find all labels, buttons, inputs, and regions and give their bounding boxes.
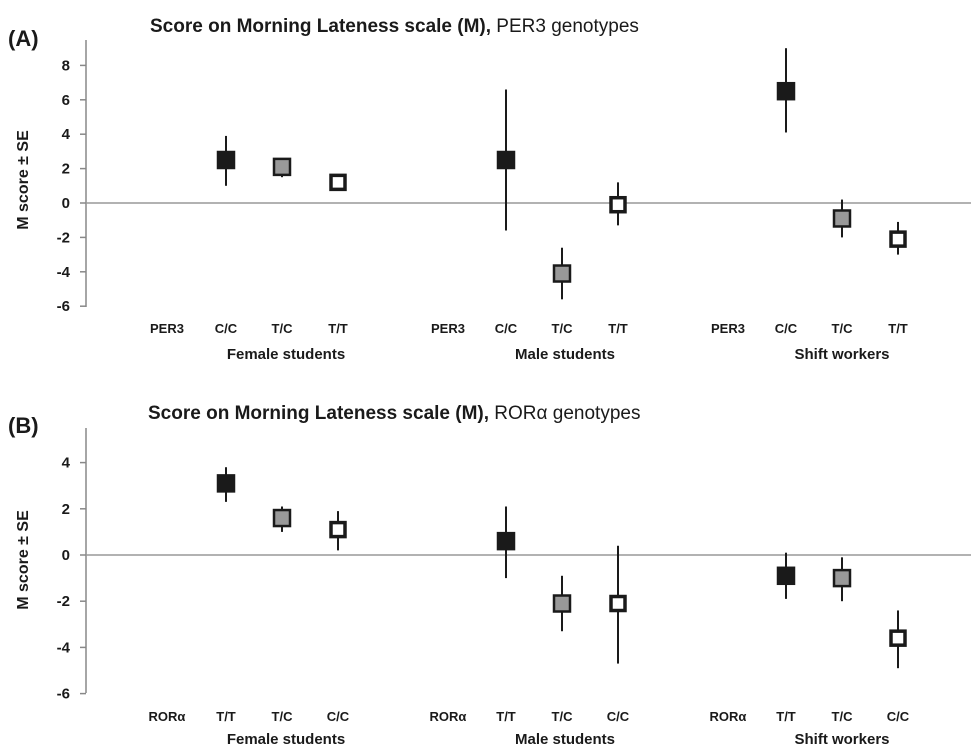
data-point bbox=[272, 157, 292, 177]
data-point bbox=[216, 474, 236, 493]
y-tick-label: -2 bbox=[57, 593, 70, 610]
gene-label: PER3 bbox=[150, 321, 184, 336]
chart-title: Score on Morning Lateness scale (M), PER… bbox=[150, 16, 639, 37]
y-tick-label: 4 bbox=[62, 126, 71, 143]
group-label: Shift workers bbox=[794, 346, 889, 363]
y-axis-label: M score ± SE bbox=[15, 510, 32, 610]
chart-title-rest: RORα genotypes bbox=[489, 403, 640, 424]
data-point bbox=[889, 629, 907, 647]
y-tick-label: 6 bbox=[62, 92, 70, 109]
chart-title-bold: Score on Morning Lateness scale (M), bbox=[148, 403, 489, 424]
data-group: RORα Shift workers T/T T/C C/C bbox=[710, 552, 910, 748]
data-group: PER3 Shift workers C/C T/C T/T bbox=[711, 48, 908, 363]
genotype-label: C/C bbox=[607, 709, 630, 724]
y-tick-label: -4 bbox=[57, 639, 71, 656]
genotype-label: T/C bbox=[552, 709, 574, 724]
genotype-label: C/C bbox=[775, 321, 798, 336]
panel-b: (B) Score on Morning Lateness scale (M), … bbox=[8, 403, 971, 748]
gene-label: RORα bbox=[710, 709, 747, 724]
data-point bbox=[776, 81, 796, 101]
genotype-label: T/T bbox=[496, 709, 516, 724]
genotype-label: T/C bbox=[832, 321, 854, 336]
data-point bbox=[832, 568, 852, 588]
data-point bbox=[329, 173, 347, 192]
data-point bbox=[832, 209, 852, 228]
data-point bbox=[216, 150, 236, 170]
data-point bbox=[329, 520, 347, 539]
y-tick-label: 8 bbox=[62, 57, 70, 74]
y-tick-label: -4 bbox=[57, 264, 71, 281]
genotype-label: T/C bbox=[832, 709, 854, 724]
genotype-label: C/C bbox=[495, 321, 518, 336]
data-point bbox=[776, 566, 796, 586]
genotype-label: T/T bbox=[776, 709, 796, 724]
gene-label: RORα bbox=[149, 709, 186, 724]
data-point bbox=[552, 594, 572, 613]
chart-title-bold: Score on Morning Lateness scale (M), bbox=[150, 16, 491, 37]
chart-title: Score on Morning Lateness scale (M), ROR… bbox=[148, 403, 640, 424]
gene-label: PER3 bbox=[711, 321, 745, 336]
genotype-label: C/C bbox=[327, 709, 350, 724]
data-group: PER3 Male students C/C T/C T/T bbox=[431, 89, 628, 363]
data-point bbox=[552, 264, 572, 283]
group-label: Female students bbox=[227, 346, 345, 363]
group-label: Male students bbox=[515, 346, 615, 363]
data-point bbox=[609, 594, 627, 613]
y-tick-label: 0 bbox=[62, 195, 70, 212]
genotype-label: T/T bbox=[888, 321, 908, 336]
gene-label: RORα bbox=[430, 709, 467, 724]
group-label: Male students bbox=[515, 731, 615, 748]
gene-label: PER3 bbox=[431, 321, 465, 336]
panel-label: (B) bbox=[8, 413, 39, 438]
y-tick-label: 2 bbox=[62, 501, 70, 518]
genotype-label: T/T bbox=[328, 321, 348, 336]
y-tick-label: -6 bbox=[57, 686, 70, 703]
genotype-label: T/T bbox=[216, 709, 236, 724]
genotype-label: C/C bbox=[215, 321, 238, 336]
panel-a: (A) Score on Morning Lateness scale (M), … bbox=[8, 16, 971, 363]
genotype-label: C/C bbox=[887, 709, 910, 724]
y-tick-label: 4 bbox=[62, 455, 71, 472]
panel-label: (A) bbox=[8, 26, 39, 51]
genotype-label: T/T bbox=[608, 321, 628, 336]
data-point bbox=[609, 195, 627, 214]
y-tick-label: 0 bbox=[62, 547, 70, 564]
y-tick-label: -2 bbox=[57, 229, 70, 246]
data-group: RORα Female students T/T T/C C/C bbox=[149, 467, 350, 748]
y-tick-label: 2 bbox=[62, 161, 70, 178]
group-label: Female students bbox=[227, 731, 345, 748]
data-group: PER3 Female students C/C T/C T/T bbox=[150, 135, 348, 363]
data-group: RORα Male students T/T T/C C/C bbox=[430, 506, 630, 748]
chart-title-rest: PER3 genotypes bbox=[491, 16, 639, 37]
genotype-label: T/C bbox=[272, 709, 294, 724]
data-point bbox=[889, 230, 907, 248]
data-point bbox=[496, 531, 516, 551]
genotype-label: T/C bbox=[552, 321, 574, 336]
group-label: Shift workers bbox=[794, 731, 889, 748]
y-tick-label: -6 bbox=[57, 298, 70, 315]
data-point bbox=[272, 508, 292, 528]
data-point bbox=[496, 150, 516, 170]
y-axis-label: M score ± SE bbox=[15, 130, 32, 230]
genotype-label: T/C bbox=[272, 321, 294, 336]
